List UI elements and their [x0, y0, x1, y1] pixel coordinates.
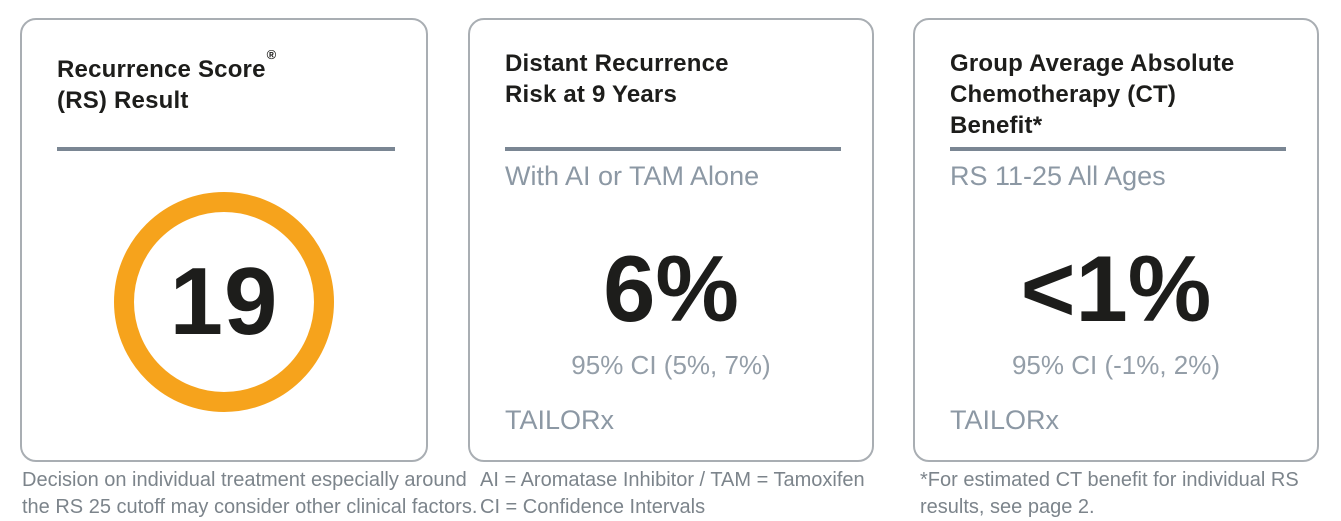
study-name: TAILORx: [950, 405, 1060, 435]
registered-trademark-symbol: ®: [266, 47, 277, 62]
footnote-line: Decision on individual treatment especia…: [22, 469, 467, 491]
ct-benefit-title: Group Average Absolute Chemotherapy (CT)…: [950, 48, 1291, 141]
title-line: Benefit*: [950, 112, 1043, 139]
title-line: Distant Recurrence: [505, 50, 729, 77]
confidence-interval: 95% CI (5%, 7%): [571, 350, 771, 380]
footnote-line: CI = Confidence Intervals: [480, 496, 706, 518]
footnote-line: the RS 25 cutoff may consider other clin…: [22, 496, 478, 518]
recurrence-score-column: Recurrence Score® (RS) Result 19 Decisio…: [20, 18, 478, 521]
rs-range-subtitle: RS 11-25 All Ages: [950, 161, 1166, 191]
recurrence-score-value: 19: [169, 248, 279, 355]
score-circle: 19: [114, 192, 334, 412]
ct-benefit-value: <1%: [1020, 236, 1212, 341]
distant-recurrence-title: Distant Recurrence Risk at 9 Years: [505, 48, 846, 110]
study-name: TAILORx: [505, 405, 615, 435]
title-line: Recurrence Score®: [57, 47, 277, 83]
recurrence-score-card: Recurrence Score® (RS) Result 19: [20, 18, 428, 462]
footnote-line: *For estimated CT benefit for individual…: [920, 469, 1299, 491]
recurrence-score-footnote: Decision on individual treatment especia…: [22, 467, 478, 521]
footnote-line: AI = Aromatase Inhibitor / TAM = Tamoxif…: [480, 469, 865, 491]
footnote-line: results, see page 2.: [920, 496, 1095, 518]
distant-recurrence-value: 6%: [603, 236, 739, 341]
abbreviations-footnote: AI = Aromatase Inhibitor / TAM = Tamoxif…: [480, 467, 874, 521]
recurrence-score-title: Recurrence Score® (RS) Result: [57, 47, 400, 116]
title-line: (RS) Result: [57, 87, 189, 114]
title-line: Group Average Absolute: [950, 50, 1235, 77]
title-line: Chemotherapy (CT): [950, 81, 1177, 108]
distant-recurrence-card: Distant Recurrence Risk at 9 Years With …: [468, 18, 874, 462]
title-divider: [505, 147, 841, 151]
treatment-subtitle: With AI or TAM Alone: [505, 161, 760, 191]
title-line: Risk at 9 Years: [505, 81, 678, 108]
ct-benefit-footnote: *For estimated CT benefit for individual…: [920, 467, 1319, 521]
ct-benefit-column: Group Average Absolute Chemotherapy (CT)…: [913, 18, 1319, 521]
ct-benefit-card: Group Average Absolute Chemotherapy (CT)…: [913, 18, 1319, 462]
title-divider: [57, 147, 395, 151]
confidence-interval: 95% CI (-1%, 2%): [1011, 350, 1221, 380]
distant-recurrence-column: Distant Recurrence Risk at 9 Years With …: [468, 18, 874, 521]
title-divider: [950, 147, 1286, 151]
